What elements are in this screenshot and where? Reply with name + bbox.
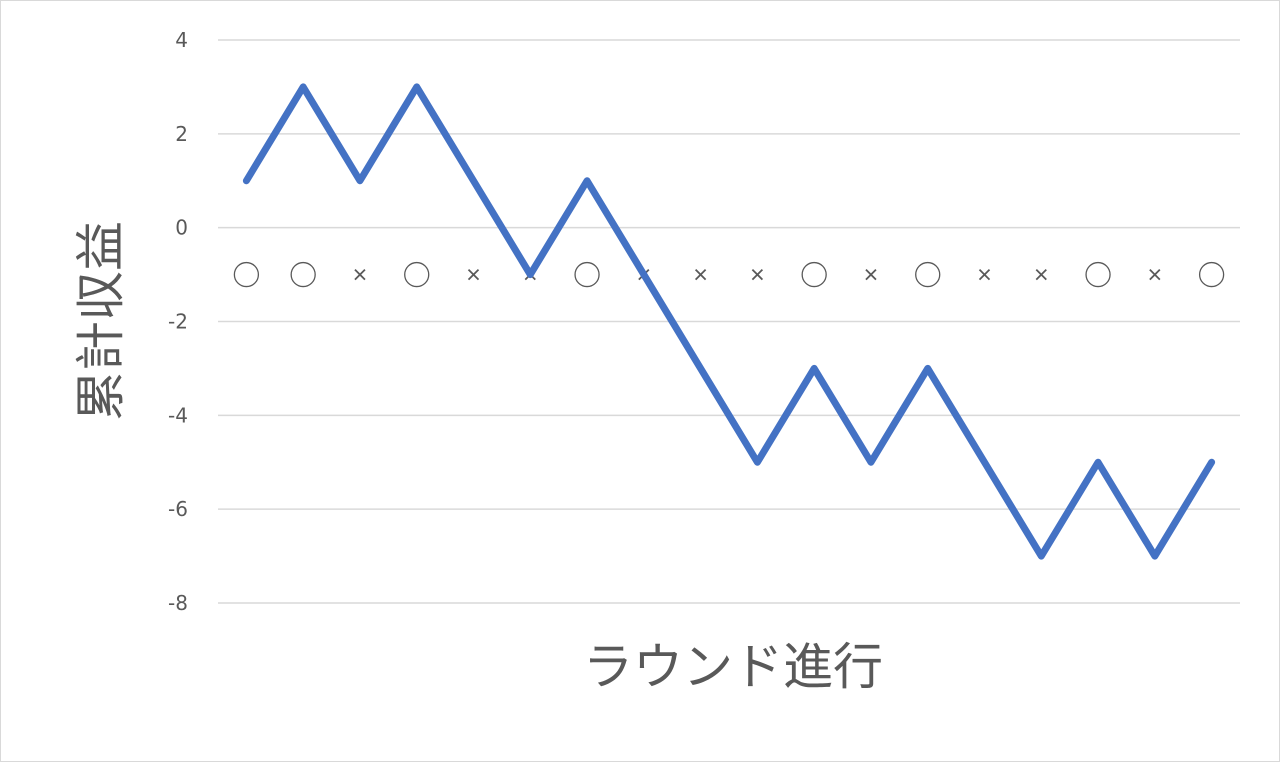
series-line: [242, 83, 1216, 560]
loss-marker: [1149, 268, 1161, 281]
y-tick-label: 0: [175, 216, 188, 240]
y-axis-title: 累計収益: [72, 221, 130, 421]
loss-marker-stroke: [751, 268, 764, 281]
loss-marker: [467, 268, 480, 281]
loss-marker-stroke: [1149, 268, 1161, 281]
loss-marker: [354, 268, 366, 281]
loss-marker-stroke: [865, 268, 877, 281]
loss-marker-stroke: [978, 268, 991, 281]
loss-marker: [1035, 268, 1047, 281]
loss-marker-stroke: [354, 268, 366, 281]
win-marker: [290, 261, 316, 288]
loss-marker: [978, 268, 991, 281]
y-tick-label: 2: [175, 122, 188, 146]
y-tick-label: 4: [175, 28, 188, 52]
loss-marker-stroke: [1035, 268, 1047, 281]
win-marker: [233, 261, 260, 288]
loss-marker: [865, 268, 877, 281]
win-marker: [404, 261, 430, 288]
y-tick-label: -8: [168, 591, 188, 615]
loss-marker-stroke: [467, 268, 480, 281]
win-marker: [1085, 261, 1111, 288]
y-tick-label: -6: [168, 497, 188, 521]
loss-marker-stroke: [694, 268, 707, 281]
y-tick-label: -4: [168, 403, 188, 427]
loss-marker: [751, 268, 764, 281]
y-tick-label: -2: [168, 310, 188, 334]
win-marker: [801, 261, 827, 288]
loss-marker: [694, 268, 707, 281]
win-marker: [915, 261, 941, 288]
win-marker: [574, 261, 600, 288]
win-marker: [1198, 261, 1225, 288]
x-axis-title: ラウンド進行: [583, 638, 883, 696]
